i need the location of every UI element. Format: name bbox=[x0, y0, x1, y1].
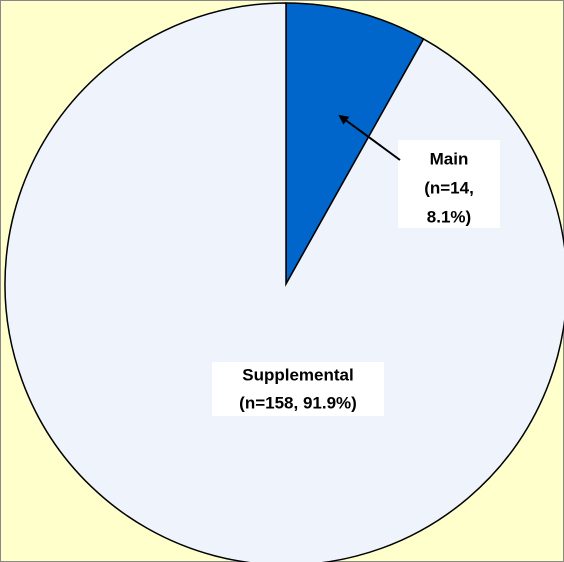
label-box bbox=[212, 362, 384, 416]
pie bbox=[4, 2, 564, 562]
slice-label: Main (n=14, 8.1%) bbox=[424, 149, 474, 226]
slice-label: Supplemental (n=158, 91.9%) bbox=[239, 365, 357, 412]
value-label: (n=14, bbox=[424, 178, 474, 197]
category-label: Main bbox=[430, 149, 469, 168]
label-box bbox=[398, 140, 500, 228]
category-label: Supplemental bbox=[242, 365, 353, 384]
labels: Main (n=14, 8.1%) Supplemental (n=158, 91.9%… bbox=[212, 114, 500, 416]
pie-slice bbox=[4, 2, 564, 562]
value-label: 8.1%) bbox=[427, 207, 471, 226]
value-label: (n=158, 91.9%) bbox=[239, 393, 357, 412]
label-arrow bbox=[338, 114, 401, 161]
pie-slice bbox=[285, 2, 425, 287]
